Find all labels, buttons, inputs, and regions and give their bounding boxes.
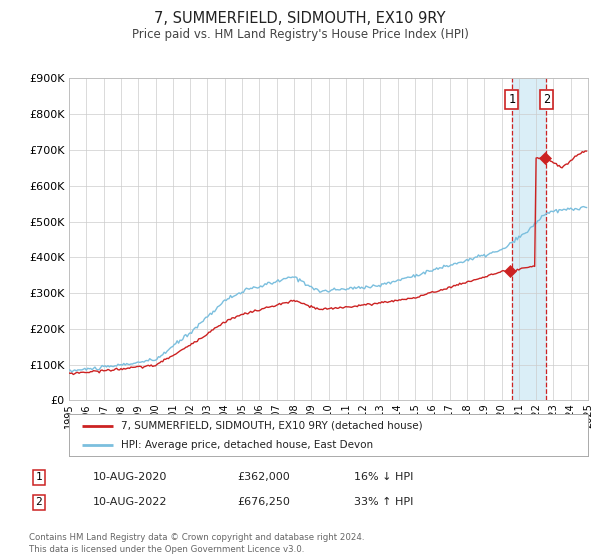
Text: Price paid vs. HM Land Registry's House Price Index (HPI): Price paid vs. HM Land Registry's House … (131, 28, 469, 41)
Text: This data is licensed under the Open Government Licence v3.0.: This data is licensed under the Open Gov… (29, 545, 304, 554)
Text: 33% ↑ HPI: 33% ↑ HPI (354, 497, 413, 507)
Text: 10-AUG-2020: 10-AUG-2020 (93, 472, 167, 482)
Text: Contains HM Land Registry data © Crown copyright and database right 2024.: Contains HM Land Registry data © Crown c… (29, 533, 364, 542)
Text: 16% ↓ HPI: 16% ↓ HPI (354, 472, 413, 482)
Text: 1: 1 (508, 94, 515, 106)
Bar (512, 78, 547, 400)
Text: 1: 1 (35, 472, 43, 482)
Text: 7, SUMMERFIELD, SIDMOUTH, EX10 9RY: 7, SUMMERFIELD, SIDMOUTH, EX10 9RY (154, 11, 446, 26)
Text: 2: 2 (35, 497, 43, 507)
Text: £676,250: £676,250 (237, 497, 290, 507)
Text: 2: 2 (543, 94, 550, 106)
Text: 10-AUG-2022: 10-AUG-2022 (93, 497, 167, 507)
Text: £362,000: £362,000 (237, 472, 290, 482)
Text: 7, SUMMERFIELD, SIDMOUTH, EX10 9RY (detached house): 7, SUMMERFIELD, SIDMOUTH, EX10 9RY (deta… (121, 421, 422, 431)
Text: HPI: Average price, detached house, East Devon: HPI: Average price, detached house, East… (121, 440, 373, 450)
